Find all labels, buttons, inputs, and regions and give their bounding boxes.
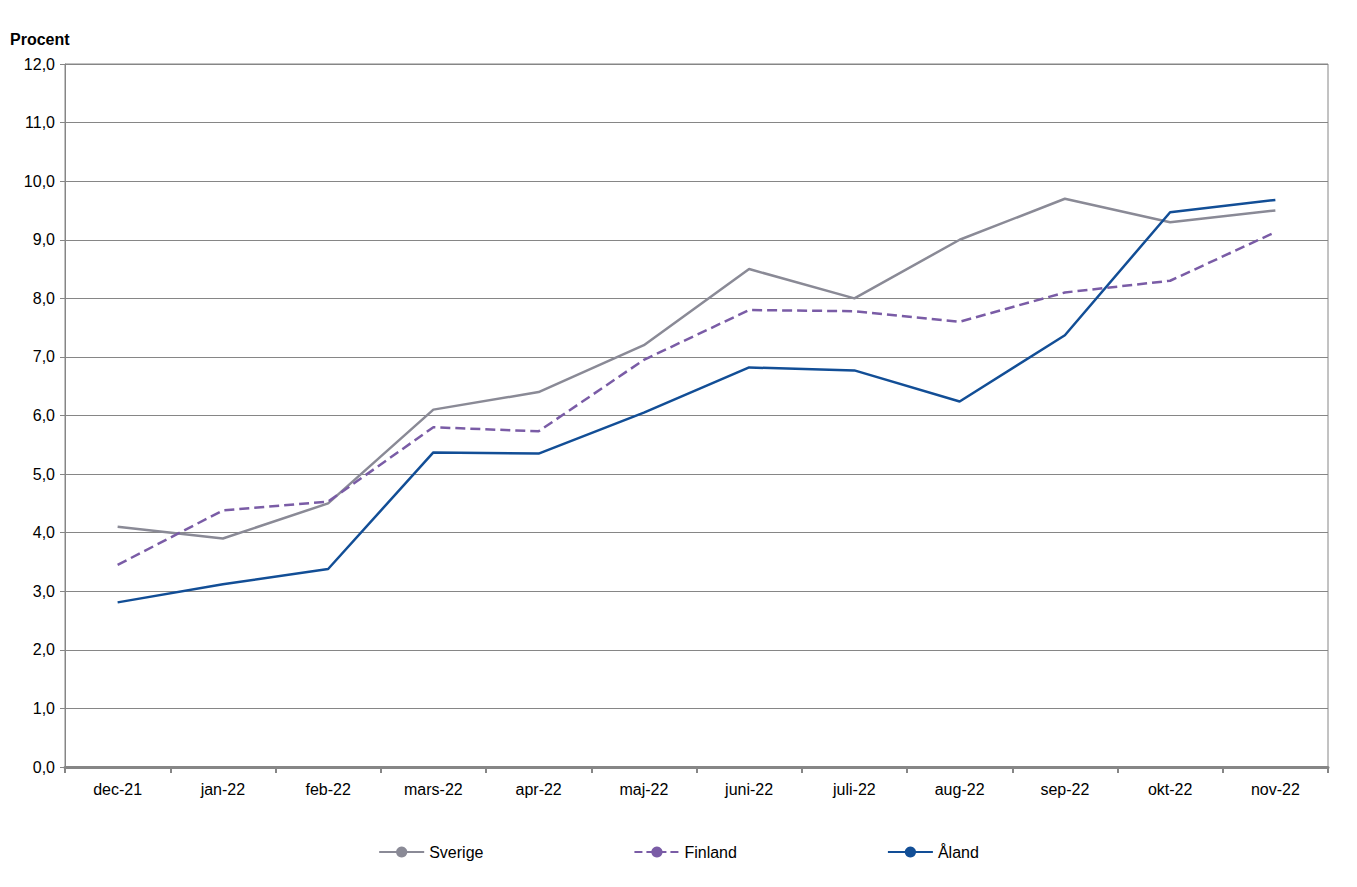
svg-text:Sverige: Sverige (429, 844, 483, 861)
svg-text:Procent: Procent (10, 31, 70, 48)
svg-text:feb-22: feb-22 (305, 781, 350, 798)
svg-text:sep-22: sep-22 (1040, 781, 1089, 798)
svg-text:juli-22: juli-22 (832, 781, 876, 798)
svg-text:maj-22: maj-22 (619, 781, 668, 798)
svg-text:11,0: 11,0 (25, 114, 55, 131)
svg-text:apr-22: apr-22 (516, 781, 562, 798)
svg-text:Finland: Finland (684, 844, 736, 861)
svg-text:9,0: 9,0 (33, 231, 55, 248)
svg-text:juni-22: juni-22 (724, 781, 773, 798)
svg-text:Åland: Åland (938, 843, 979, 861)
svg-text:1,0: 1,0 (33, 700, 55, 717)
svg-text:5,0: 5,0 (33, 466, 55, 483)
svg-text:8,0: 8,0 (33, 290, 55, 307)
svg-text:mars-22: mars-22 (404, 781, 463, 798)
svg-text:okt-22: okt-22 (1148, 781, 1193, 798)
svg-text:12,0: 12,0 (24, 56, 55, 73)
svg-text:4,0: 4,0 (33, 524, 55, 541)
svg-text:2,0: 2,0 (33, 641, 55, 658)
svg-text:10,0: 10,0 (24, 173, 55, 190)
svg-text:aug-22: aug-22 (935, 781, 985, 798)
svg-text:6,0: 6,0 (33, 407, 55, 424)
svg-text:dec-21: dec-21 (93, 781, 142, 798)
svg-text:7,0: 7,0 (33, 348, 55, 365)
svg-text:3,0: 3,0 (33, 583, 55, 600)
svg-text:jan-22: jan-22 (200, 781, 246, 798)
svg-text:0,0: 0,0 (33, 759, 55, 776)
svg-text:nov-22: nov-22 (1251, 781, 1300, 798)
